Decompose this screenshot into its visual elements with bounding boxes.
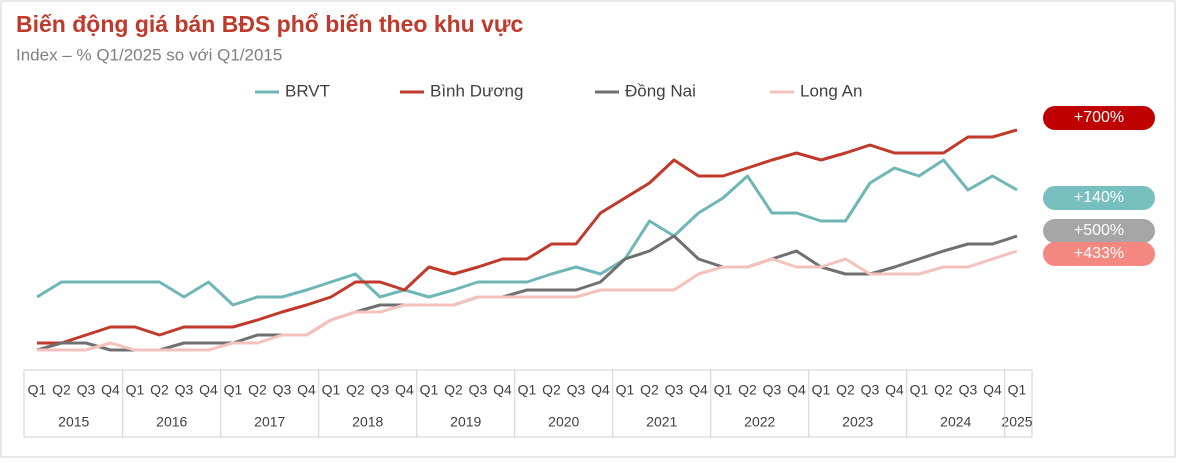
x-tick-label: Q1 <box>714 382 733 398</box>
x-tick-label: Q1 <box>1008 382 1027 398</box>
x-tick-label: Q3 <box>273 382 292 398</box>
x-tick-label: Q4 <box>297 382 316 398</box>
x-tick-label: Q3 <box>763 382 782 398</box>
series-line <box>37 249 1018 352</box>
chart-subtitle: Index – % Q1/2025 so với Q1/2015 <box>16 45 282 64</box>
x-tick-label: Q2 <box>640 382 659 398</box>
series-line <box>37 128 1018 345</box>
x-tick-label: Q1 <box>28 382 47 398</box>
x-tick-label: Q2 <box>248 382 267 398</box>
end-label-pill <box>1043 242 1155 266</box>
legend-label: Đồng Nai <box>625 81 696 100</box>
year-label: 2015 <box>58 414 89 430</box>
end-label: +433% <box>1074 245 1124 262</box>
legend-label: BRVT <box>285 81 330 100</box>
end-label-pill <box>1043 219 1155 243</box>
year-label: 2025 <box>1001 414 1032 430</box>
legend-label: Long An <box>800 81 862 100</box>
end-label: +500% <box>1074 222 1124 239</box>
x-tick-label: Q3 <box>371 382 390 398</box>
end-label: +700% <box>1074 109 1124 126</box>
x-tick-label: Q1 <box>224 382 243 398</box>
legend-label: Bình Dương <box>430 81 523 100</box>
x-tick-label: Q2 <box>346 382 365 398</box>
year-label: 2022 <box>744 414 775 430</box>
end-label: +140% <box>1074 189 1124 206</box>
x-tick-label: Q2 <box>150 382 169 398</box>
x-tick-label: Q2 <box>444 382 463 398</box>
x-tick-label: Q3 <box>567 382 586 398</box>
year-label: 2018 <box>352 414 383 430</box>
x-tick-label: Q1 <box>420 382 439 398</box>
year-label: 2020 <box>548 414 579 430</box>
x-tick-label: Q4 <box>199 382 218 398</box>
x-tick-label: Q1 <box>812 382 831 398</box>
x-tick-label: Q4 <box>689 382 708 398</box>
x-tick-label: Q4 <box>591 382 610 398</box>
x-tick-label: Q4 <box>395 382 414 398</box>
x-tick-label: Q2 <box>52 382 71 398</box>
year-label: 2021 <box>646 414 677 430</box>
x-axis-box <box>23 369 1033 438</box>
x-tick-label: Q4 <box>983 382 1002 398</box>
x-tick-label: Q4 <box>885 382 904 398</box>
year-label: 2016 <box>156 414 187 430</box>
year-label: 2023 <box>842 414 873 430</box>
x-tick-label: Q4 <box>493 382 512 398</box>
x-tick-label: Q3 <box>665 382 684 398</box>
end-label-pill <box>1043 106 1155 130</box>
year-label: 2019 <box>450 414 481 430</box>
x-tick-label: Q4 <box>101 382 120 398</box>
x-tick-label: Q3 <box>469 382 488 398</box>
x-tick-label: Q1 <box>518 382 537 398</box>
x-tick-label: Q1 <box>910 382 929 398</box>
x-tick-label: Q1 <box>126 382 145 398</box>
x-tick-label: Q2 <box>738 382 757 398</box>
x-tick-label: Q2 <box>934 382 953 398</box>
x-tick-label: Q2 <box>836 382 855 398</box>
end-label-pill <box>1043 186 1155 210</box>
x-tick-label: Q3 <box>77 382 96 398</box>
x-tick-label: Q1 <box>322 382 341 398</box>
x-tick-label: Q3 <box>861 382 880 398</box>
x-tick-label: Q2 <box>542 382 561 398</box>
series-line <box>36 158 1018 307</box>
series-line <box>36 234 1018 352</box>
x-tick-label: Q3 <box>175 382 194 398</box>
year-label: 2024 <box>940 414 971 430</box>
chart-title: Biến động giá bán BĐS phổ biến theo khu … <box>16 11 524 37</box>
x-tick-label: Q4 <box>787 382 806 398</box>
x-tick-label: Q1 <box>616 382 635 398</box>
x-tick-label: Q3 <box>959 382 978 398</box>
year-label: 2017 <box>254 414 285 430</box>
